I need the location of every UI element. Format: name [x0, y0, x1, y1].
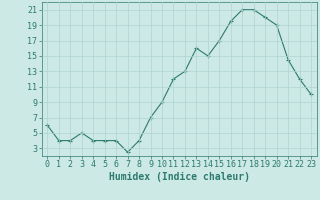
X-axis label: Humidex (Indice chaleur): Humidex (Indice chaleur)	[109, 172, 250, 182]
